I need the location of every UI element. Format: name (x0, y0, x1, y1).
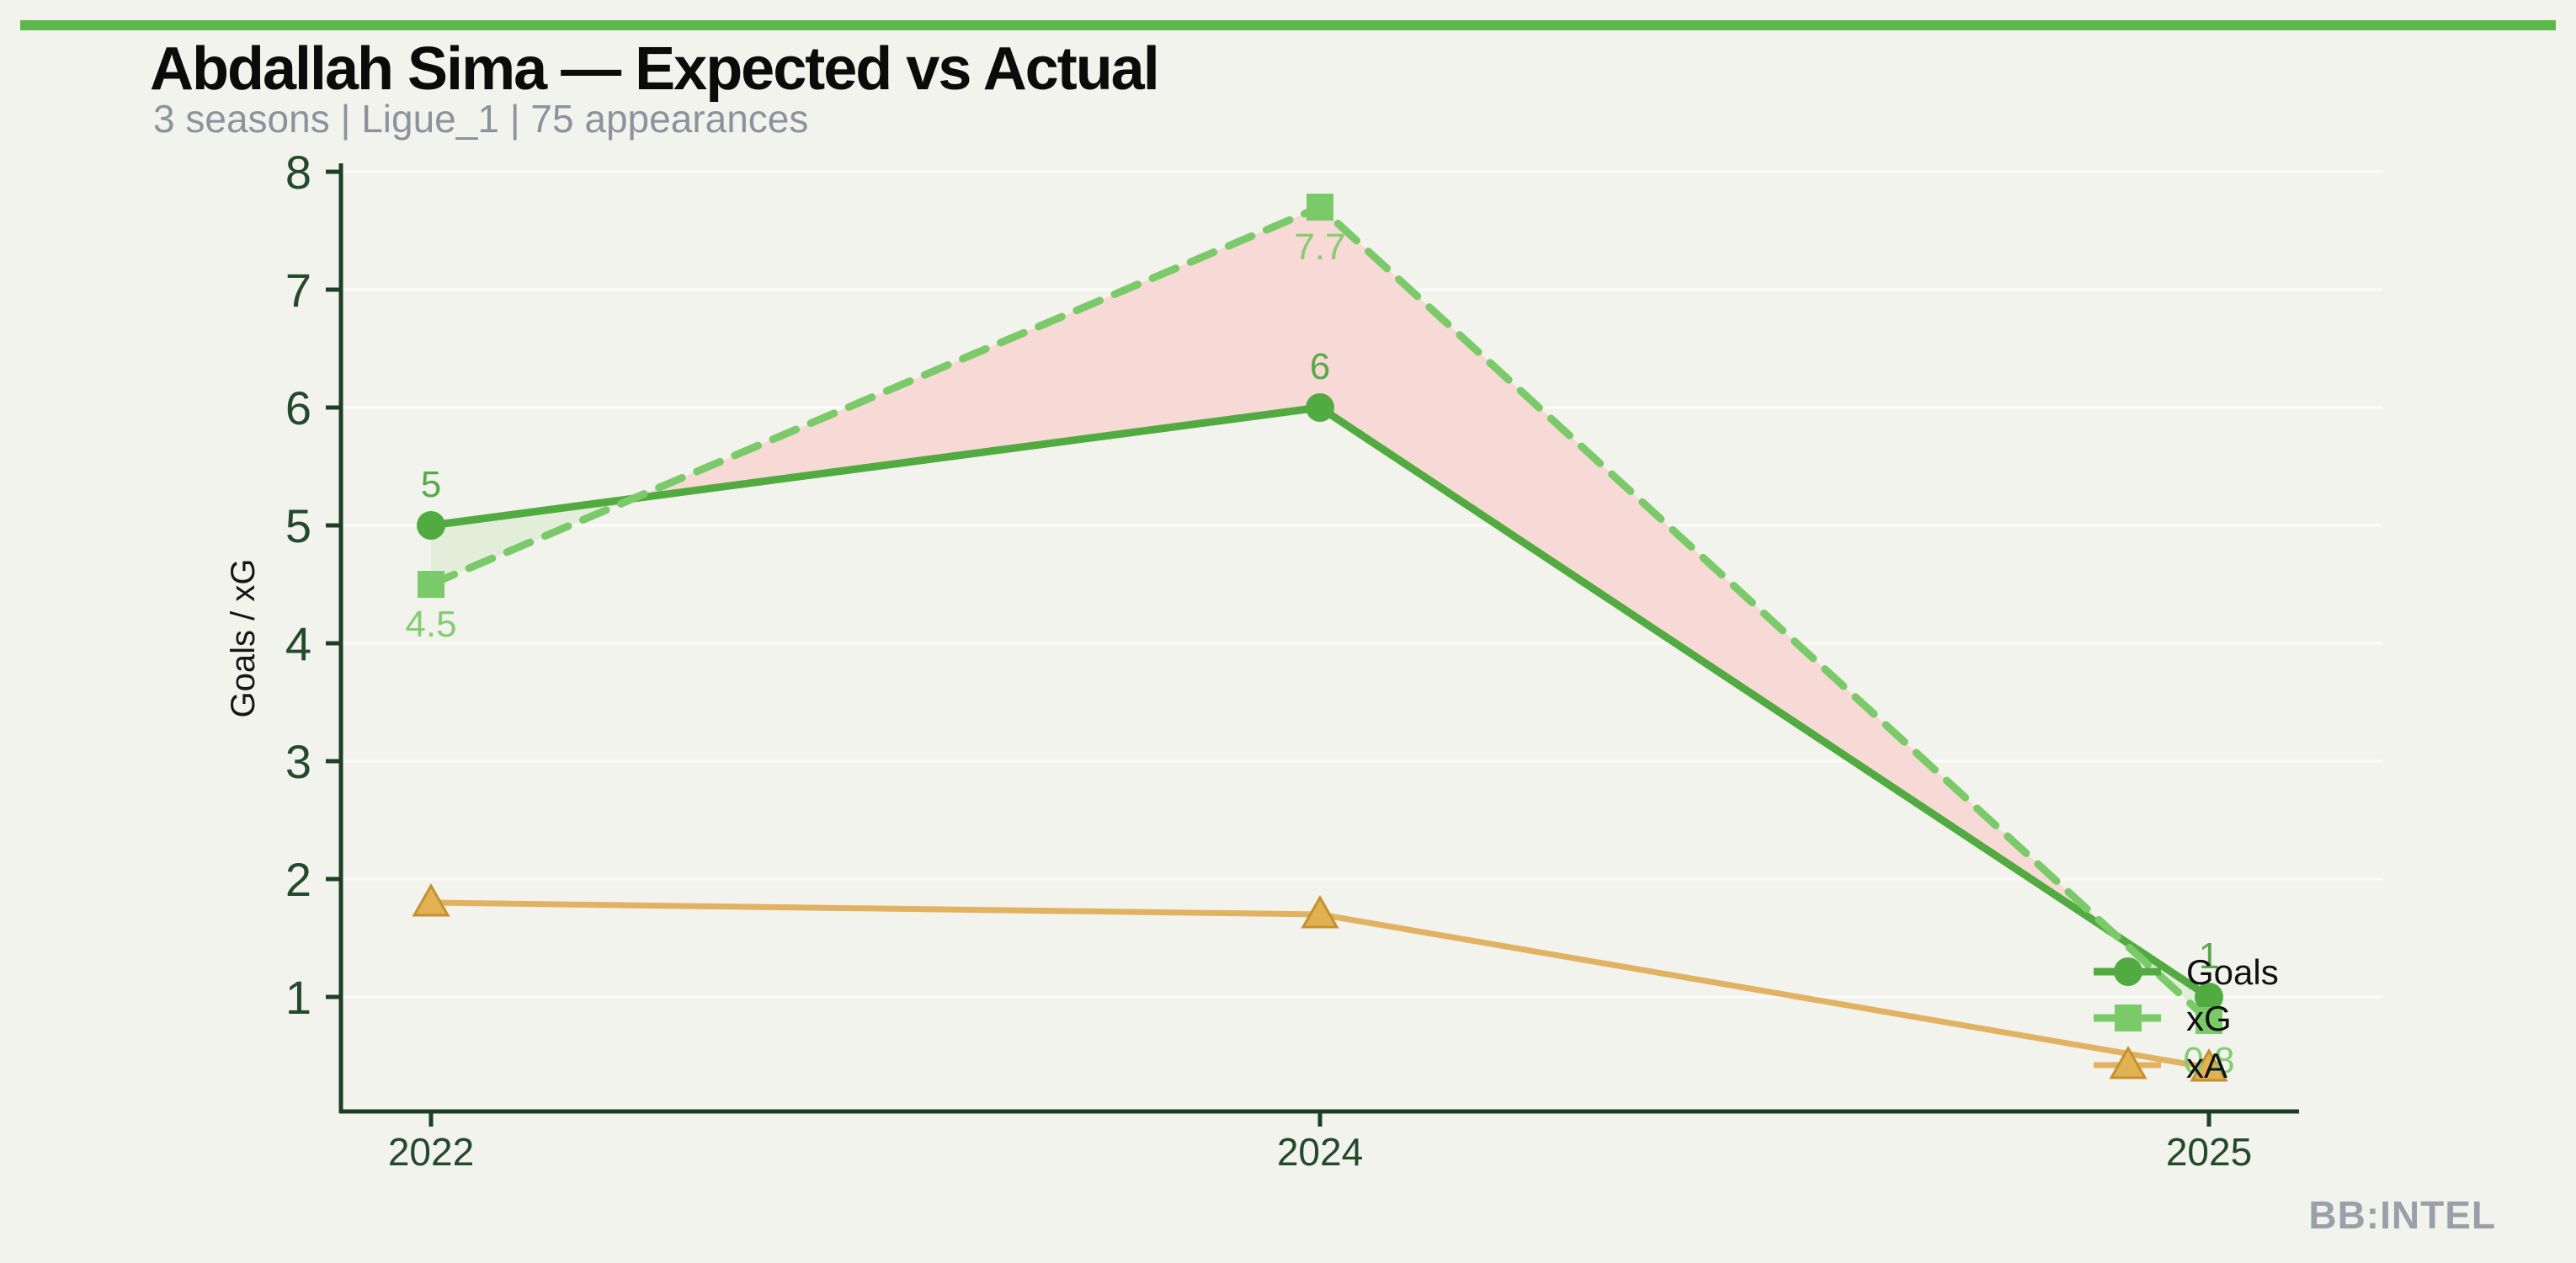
xg-point-label: 0.8 (2183, 1040, 2234, 1081)
watermark: BB:INTEL (2308, 1193, 2496, 1237)
y-tick-label: 8 (285, 146, 311, 199)
goals-point-label: 5 (421, 464, 441, 505)
y-tick-label: 4 (285, 617, 311, 670)
y-tick-label: 6 (285, 381, 311, 434)
goals-point-label: 6 (1310, 346, 1330, 387)
legend-marker-xg (2115, 1005, 2142, 1031)
goals-point-label: 1 (2199, 935, 2219, 977)
y-tick-label: 2 (285, 853, 311, 906)
x-tick-label: 2022 (388, 1130, 474, 1174)
xa-marker (412, 882, 450, 917)
xg-marker (1307, 194, 1333, 221)
xa-marker (2190, 1047, 2228, 1082)
legend-marker-goals (2114, 957, 2142, 986)
y-tick-label: 1 (285, 971, 311, 1024)
y-axis-title: Goals / xG (225, 559, 262, 718)
goals-marker (2195, 983, 2223, 1011)
legend-label-xg: xG (2186, 999, 2232, 1038)
xg-marker (418, 571, 444, 598)
y-tick-label: 7 (285, 264, 311, 317)
page-title: Abdallah Sima — Expected vs Actual (150, 35, 1160, 103)
legend-label-goals: Goals (2186, 952, 2279, 992)
x-tick-label: 2024 (1277, 1130, 1363, 1174)
goals-marker (417, 511, 445, 540)
x-tick-label: 2025 (2166, 1130, 2252, 1174)
goals-marker (1306, 393, 1334, 422)
y-tick-label: 5 (285, 499, 311, 552)
xg-marker (2195, 1007, 2222, 1034)
y-tick-label: 3 (285, 735, 311, 788)
top-accent-bar (20, 20, 2556, 30)
page-subtitle: 3 seasons | Ligue_1 | 75 appearances (153, 97, 809, 141)
legend-label-xa: xA (2186, 1046, 2227, 1085)
xa-marker (1301, 894, 1339, 929)
xg-point-label: 4.5 (405, 604, 456, 645)
legend-marker-xa (2109, 1045, 2148, 1079)
xg-point-label: 7.7 (1294, 226, 1345, 268)
